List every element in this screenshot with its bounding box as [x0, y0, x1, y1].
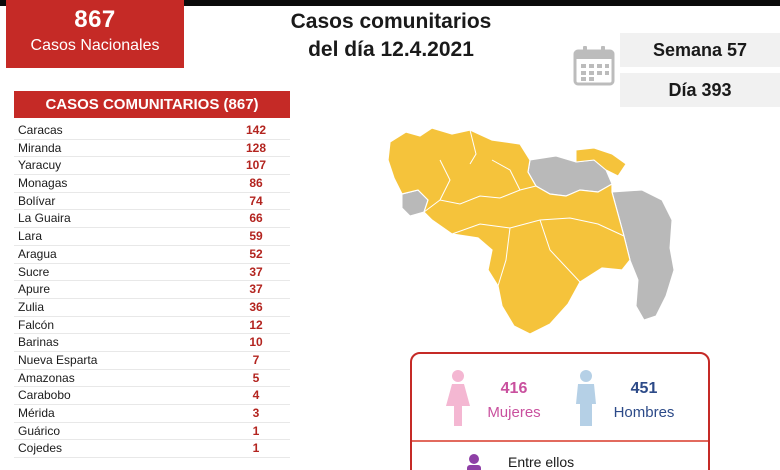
state-case-count: 1 — [252, 423, 260, 438]
state-case-count: 5 — [252, 370, 260, 385]
national-cases-count: 867 — [74, 6, 116, 33]
state-name: Mérida — [18, 406, 55, 420]
state-name: La Guaira — [18, 211, 71, 226]
state-case-count: 7 — [252, 352, 260, 367]
state-case-count: 10 — [249, 335, 263, 350]
venezuela-map — [387, 127, 675, 335]
state-case-count: 107 — [245, 158, 267, 173]
state-case-count: 1 — [252, 441, 260, 456]
title-line-2: del día 12.4.2021 — [308, 38, 474, 61]
day-box: Día 393 — [620, 73, 780, 107]
map-region-yellow-east — [575, 147, 627, 177]
calendar-icon — [573, 46, 615, 86]
state-name: Cojedes — [18, 441, 63, 456]
table-row: Monagas 86 — [14, 175, 290, 193]
state-case-count: 74 — [249, 193, 263, 208]
table-row: Apure 37 — [14, 281, 290, 299]
state-case-count: 3 — [252, 406, 260, 420]
state-name: Bolívar — [18, 193, 56, 208]
table-row: Zulia 36 — [14, 299, 290, 317]
table-row: La Guaira 66 — [14, 210, 290, 229]
male-label: Hombres — [613, 404, 675, 421]
cases-table: CASOS COMUNITARIOS (867) Caracas 142 Miran… — [14, 91, 290, 459]
state-name: Miranda — [18, 140, 62, 155]
state-name: Sucre — [18, 264, 50, 279]
table-row: Bolívar 74 — [14, 193, 290, 211]
table-row: Barinas 10 — [14, 334, 290, 352]
table-row: Miranda 128 — [14, 140, 290, 158]
page-title: Casos comunitarios del día 12.4.2021 — [250, 8, 532, 64]
state-name: Falcón — [18, 317, 55, 332]
table-row: Falcón 12 — [14, 317, 290, 335]
state-case-count: 59 — [249, 229, 263, 244]
female-count: 416 — [500, 380, 528, 397]
table-row: Cojedes 1 — [14, 440, 290, 459]
table-row: Nueva Esparta 7 — [14, 352, 290, 370]
national-cases-label: Casos Nacionales — [30, 37, 160, 54]
state-case-count: 66 — [249, 211, 263, 226]
state-name: Barinas — [18, 335, 59, 350]
national-cases-box: 867 Casos Nacionales — [6, 0, 184, 68]
table-row: Mérida 3 — [14, 405, 290, 423]
title-line-1: Casos comunitarios — [290, 10, 492, 33]
map-region-yellow-main — [387, 127, 631, 335]
state-name: Monagas — [18, 176, 68, 191]
table-row: Caracas 142 — [14, 122, 290, 140]
table-row: Yaracuy 107 — [14, 157, 290, 176]
table-row: Lara 59 — [14, 228, 290, 246]
female-label: Mujeres — [487, 404, 541, 421]
state-name: Lara — [18, 229, 43, 244]
table-row: Amazonas 5 — [14, 370, 290, 388]
state-case-count: 37 — [249, 264, 263, 279]
male-person-icon — [576, 370, 596, 426]
person-icon — [467, 454, 481, 470]
table-row: Aragua 52 — [14, 246, 290, 264]
state-name: Zulia — [18, 299, 45, 314]
male-count: 451 — [630, 380, 658, 397]
state-name: Amazonas — [18, 370, 75, 385]
female-person-icon — [446, 370, 470, 426]
table-row: Sucre 37 — [14, 264, 290, 282]
state-case-count: 142 — [245, 123, 267, 137]
state-case-count: 86 — [249, 176, 263, 191]
state-case-count: 4 — [252, 388, 260, 403]
state-case-count: 12 — [249, 317, 263, 332]
state-case-count: 37 — [249, 282, 263, 297]
state-case-count: 128 — [245, 140, 267, 155]
cases-rows: Caracas 142 Miranda 128 Yaracuy 107 Monagas 86 B… — [14, 122, 290, 459]
state-name: Nueva Esparta — [18, 352, 98, 367]
state-name: Aragua — [18, 246, 57, 261]
gender-divider — [412, 440, 708, 442]
state-case-count: 36 — [249, 299, 263, 314]
top-bar — [0, 0, 780, 6]
state-name: Guárico — [18, 423, 61, 438]
gender-breakdown-box: 416 Mujeres 451 Hombres Entre ellos — [410, 352, 710, 470]
state-name: Yaracuy — [18, 158, 62, 173]
state-name: Carabobo — [18, 388, 71, 403]
cases-table-title: CASOS COMUNITARIOS (867) — [14, 91, 290, 118]
week-box: Semana 57 — [620, 33, 780, 67]
table-row: Carabobo 4 — [14, 387, 290, 405]
table-row: Guárico 1 — [14, 423, 290, 441]
among-them-text: Entre ellos — [508, 454, 575, 470]
state-case-count: 52 — [249, 246, 263, 261]
state-name: Caracas — [18, 123, 63, 137]
state-name: Apure — [18, 282, 51, 297]
